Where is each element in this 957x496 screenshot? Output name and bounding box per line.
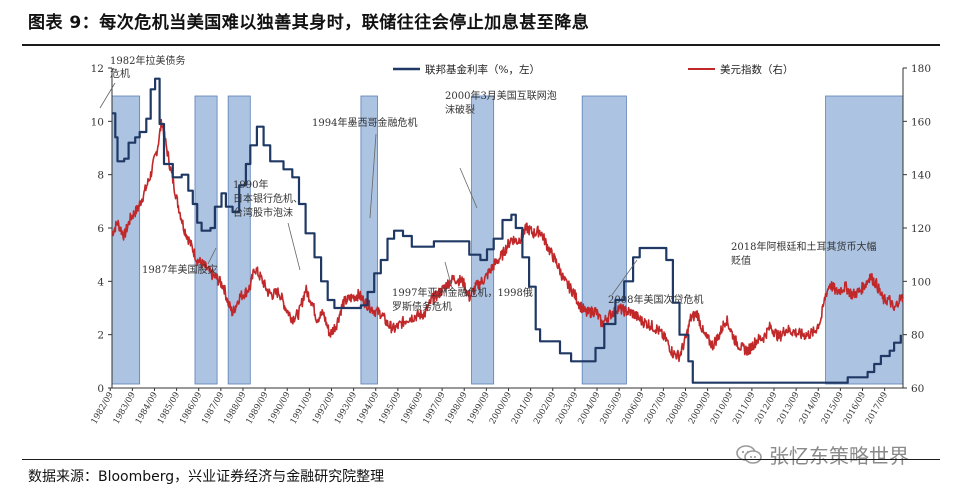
annotation-1994-line1: 1994年墨西哥金融危机 <box>312 116 417 129</box>
right-tick-label-160: 160 <box>911 116 931 128</box>
shaded-period-3 <box>227 95 251 385</box>
left-tick-label-12: 12 <box>91 63 104 75</box>
shaded-period-2 <box>194 95 218 385</box>
data-source-note: 数据来源：Bloomberg，兴业证券经济与金融研究院整理 <box>28 469 385 485</box>
annotation-1994-pointer <box>369 133 377 219</box>
right-tick-label-100: 100 <box>911 276 931 288</box>
annotation-2000-pointer <box>459 167 478 209</box>
legend-label-dxy: 美元指数（右） <box>720 63 794 76</box>
page-title: 图表 9：每次危机当美国难以独善其身时，联储往往会停止加息甚至降息 <box>28 13 590 33</box>
annotation-1990-pointer <box>287 222 301 271</box>
watermark-text: 张忆东策略世界 <box>769 444 909 468</box>
annotation-1997-line2: 罗斯债务危机 <box>392 300 452 313</box>
shaded-period-4 <box>360 95 378 385</box>
left-tick-label-10: 10 <box>91 116 104 128</box>
annotation-1994: 1994年墨西哥金融危机 <box>312 116 417 129</box>
left-axis-ticks: 0 2 4 6 8 10 12 <box>91 63 112 395</box>
shaded-period-7 <box>825 95 904 385</box>
shaded-period-5 <box>471 95 495 385</box>
annotation-2000-line2: 沫破裂 <box>445 103 475 116</box>
chart: 0 2 4 6 8 10 12 60 80 100 120 140 160 180 1982/09198… <box>90 54 932 426</box>
title-divider <box>22 44 940 46</box>
left-tick-label-8: 8 <box>97 170 104 182</box>
annotation-1987-line1: 1987年美国股灾 <box>142 263 217 276</box>
annotation-1982-line1: 1982年拉美债务 <box>110 54 185 67</box>
annotation-1982-line2: 危机 <box>110 67 130 80</box>
annotations: 1982年拉美债务 危机 1987年美国股灾 1990年 日本银行危机、 台湾股… <box>99 54 880 313</box>
right-tick-label-120: 120 <box>911 223 931 235</box>
annotation-1982: 1982年拉美债务 危机 <box>110 54 189 80</box>
annotation-1997-line1: 1997年亚洲金融危机，1998俄 <box>392 286 533 299</box>
right-tick-label-80: 80 <box>911 330 924 342</box>
left-tick-label-6: 6 <box>97 223 104 235</box>
legend-label-fed: 联邦基金利率（%，左） <box>425 63 540 76</box>
right-axis-ticks: 60 80 100 120 140 160 180 <box>903 63 931 395</box>
annotation-2018-line1: 2018年阿根廷和土耳其货币大幅 <box>731 240 876 253</box>
left-tick-label-0: 0 <box>97 383 104 395</box>
right-tick-label-60: 60 <box>911 383 924 395</box>
right-tick-label-140: 140 <box>911 170 931 182</box>
x-axis-ticks: 1982/091983/091984/091985/091986/091987/… <box>90 388 890 426</box>
annotation-2000-line1: 2000年3月美国互联网泡 <box>445 89 557 102</box>
annotation-2018-line2: 贬值 <box>731 254 751 267</box>
annotation-1987: 1987年美国股灾 <box>142 263 217 276</box>
footer-divider <box>22 459 940 460</box>
annotation-1982-pointer <box>99 82 116 109</box>
annotation-2008-line1: 2008年美国次贷危机 <box>608 293 703 306</box>
annotation-1997-pointer <box>444 261 453 289</box>
series-line-fed-funds <box>112 77 902 384</box>
annotation-1990-line3: 台湾股市泡沫 <box>233 206 293 219</box>
wechat-icon <box>736 444 762 464</box>
annotation-2018: 2018年阿根廷和土耳其货币大幅 贬值 <box>731 240 880 267</box>
annotation-1987-pointer <box>207 247 217 265</box>
annotation-1990-line1: 1990年 <box>233 178 268 191</box>
annotation-2000: 2000年3月美国互联网泡 沫破裂 <box>445 89 560 116</box>
annotation-2008-pointer <box>611 259 638 296</box>
legend: 联邦基金利率（%，左） 美元指数（右） <box>393 63 794 76</box>
annotation-2008: 2008年美国次贷危机 <box>608 293 703 306</box>
annotation-1997: 1997年亚洲金融危机，1998俄 罗斯债务危机 <box>392 286 536 313</box>
annotation-1990: 1990年 日本银行危机、 台湾股市泡沫 <box>233 178 306 219</box>
series-line-dxy <box>111 118 904 363</box>
left-tick-label-2: 2 <box>97 330 104 342</box>
watermark: 张忆东策略世界 <box>735 440 909 469</box>
left-tick-label-4: 4 <box>97 276 104 288</box>
annotation-1990-line2: 日本银行危机、 <box>233 192 303 205</box>
right-tick-label-180: 180 <box>911 63 931 75</box>
